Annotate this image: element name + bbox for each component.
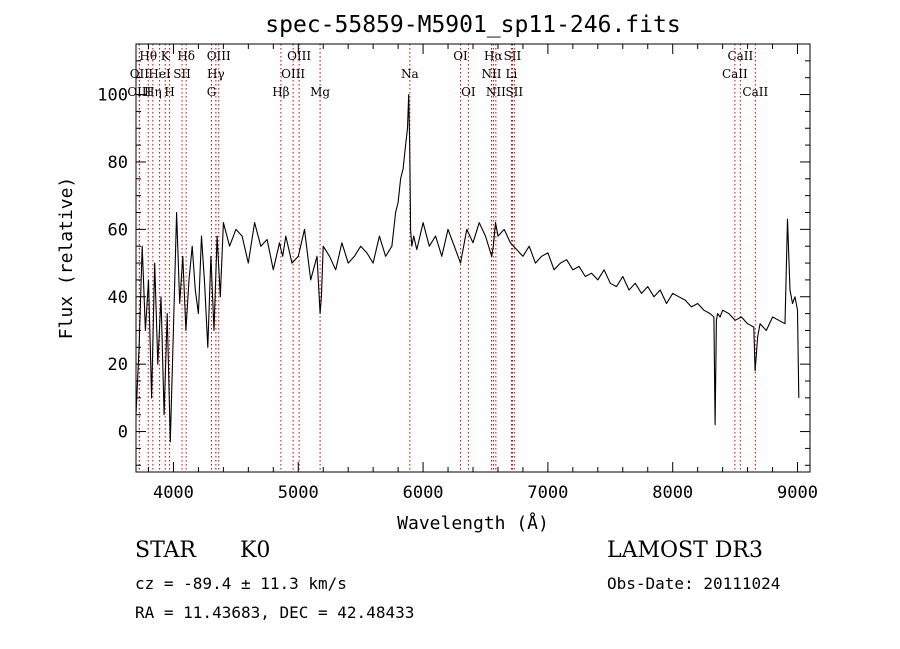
redshift-label: cz = -89.4 ± 11.3 km/s: [135, 574, 347, 593]
line-marker-label: Na: [401, 67, 419, 81]
line-marker-label: HeI: [148, 67, 171, 81]
line-marker-label: OIII: [287, 49, 311, 63]
plot-frame: [135, 43, 811, 473]
spectrum-line: [135, 94, 800, 443]
line-marker-label: SII: [173, 67, 191, 81]
ra-dec-label: RA = 11.43683, DEC = 42.48433: [135, 603, 415, 622]
line-marker-label: NII: [481, 67, 501, 81]
line-marker-label: Hθ: [139, 49, 157, 63]
x-tick-label: 9000: [777, 483, 818, 503]
line-marker-label: Hγ: [207, 67, 225, 81]
y-tick-label: 20: [108, 355, 128, 375]
line-marker-label: K: [161, 49, 171, 63]
line-marker-label: CaII: [742, 85, 768, 99]
x-tick-label: 8000: [652, 483, 693, 503]
line-marker-label: OIII: [207, 49, 231, 63]
y-tick-label: 60: [108, 220, 128, 240]
survey-label: LAMOST DR3: [607, 538, 763, 563]
line-marker-label: SII: [505, 85, 523, 99]
line-marker-label: OIII: [281, 67, 305, 81]
x-tick-label: 6000: [403, 483, 444, 503]
line-marker-label: Hβ: [272, 85, 289, 99]
line-marker-label: CaII: [727, 49, 753, 63]
x-axis-label: Wavelength (Å): [397, 512, 549, 534]
y-tick-label: 100: [97, 86, 128, 106]
y-tick-label: 0: [118, 423, 128, 443]
line-marker-label: Mg: [310, 85, 330, 99]
object-type-label: STAR: [135, 538, 196, 563]
obs-date-label: Obs-Date: 20111024: [607, 574, 781, 593]
line-marker-label: Hη: [144, 85, 162, 99]
chart-title: spec-55859-M5901_sp11-246.fits: [265, 12, 680, 38]
y-tick-label: 40: [108, 288, 128, 308]
line-marker-label: OII: [130, 67, 150, 81]
line-marker-label: SII: [504, 49, 522, 63]
line-marker-label: H: [164, 85, 174, 99]
line-marker-label: Li: [506, 67, 518, 81]
line-marker-label: Hδ: [177, 49, 195, 63]
y-axis-label: Flux (relative): [56, 177, 77, 340]
line-marker-label: Hα: [484, 49, 503, 63]
x-tick-label: 4000: [153, 483, 194, 503]
y-tick-label: 80: [108, 153, 128, 173]
line-marker-label: OIII: [127, 85, 151, 99]
x-tick-label: 5000: [278, 483, 319, 503]
x-tick-label: 7000: [527, 483, 568, 503]
line-marker-label: G: [207, 85, 217, 99]
line-marker-label: NII: [486, 85, 506, 99]
line-marker-label: OI: [461, 85, 476, 99]
line-marker-label: OI: [453, 49, 468, 63]
line-marker-label: CaII: [722, 67, 748, 81]
object-class-label: K0: [240, 538, 271, 563]
